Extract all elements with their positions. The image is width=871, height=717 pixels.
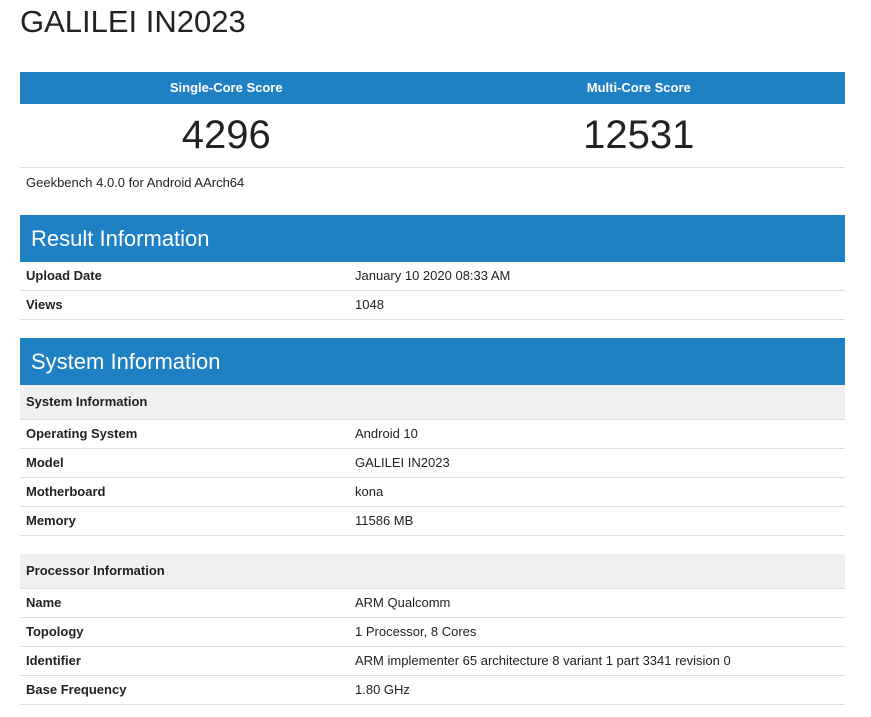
- score-label: Multi-Core Score: [586, 80, 691, 95]
- row-key: Operating System: [26, 426, 138, 441]
- info-row: Model GALILEI IN2023: [20, 449, 845, 478]
- info-row: Topology 1 Processor, 8 Cores: [20, 618, 845, 647]
- row-value: kona: [355, 484, 384, 499]
- group-title: Processor Information: [20, 554, 845, 589]
- group-title: System Information: [20, 385, 845, 420]
- row-value: ARM Qualcomm: [355, 595, 451, 610]
- sections: Result Information Upload Date January 10 …: [20, 215, 845, 705]
- row-key: Views: [26, 297, 63, 312]
- score-header: Single-Core Score Multi-Core Score: [20, 72, 845, 104]
- row-key: Name: [26, 595, 62, 610]
- group: Upload Date January 10 2020 08:33 AM Views…: [20, 262, 845, 320]
- row-key: Topology: [26, 624, 84, 639]
- section: Result Information Upload Date January 10 …: [20, 215, 845, 320]
- info-row: Operating System Android 10: [20, 420, 845, 449]
- row-key: Upload Date: [26, 268, 102, 283]
- info-row: Upload Date January 10 2020 08:33 AM: [20, 262, 845, 291]
- content: GALILEI IN2023 Single-Core Score Multi-C…: [20, 0, 845, 705]
- group: Processor Information Name ARM Qualcomm Top…: [20, 554, 845, 705]
- row-value: 1.80 GHz: [355, 682, 410, 697]
- row-key: Memory: [26, 513, 76, 528]
- score-label: Single-Core Score: [169, 80, 283, 95]
- row-value: 11586 MB: [355, 513, 414, 528]
- info-row: Base Frequency 1.80 GHz: [20, 676, 845, 705]
- row-key: Model: [26, 455, 64, 470]
- score-value: 4296: [181, 113, 271, 157]
- page-title: GALILEI IN2023: [20, 4, 246, 39]
- version: Geekbench 4.0.0 for Android AArch64: [26, 175, 245, 190]
- group: System Information Operating System Androi…: [20, 385, 845, 536]
- info-row: Motherboard kona: [20, 478, 845, 507]
- row-key: Identifier: [26, 653, 81, 668]
- row-key: Base Frequency: [26, 682, 127, 697]
- info-row: Identifier ARM implementer 65 architectur…: [20, 647, 845, 676]
- info-row: Views 1048: [20, 291, 845, 320]
- score-value: 12531: [583, 113, 695, 157]
- section: System Information System Information Oper…: [20, 338, 845, 705]
- info-row: Memory 11586 MB: [20, 507, 845, 536]
- row-key: Motherboard: [26, 484, 106, 499]
- row-value: Android 10: [355, 426, 418, 441]
- row-value: GALILEI IN2023: [355, 455, 450, 470]
- row-value: January 10 2020 08:33 AM: [355, 268, 511, 283]
- row-value: 1 Processor, 8 Cores: [355, 624, 477, 639]
- info-row: Name ARM Qualcomm: [20, 589, 845, 618]
- score-values: 4296 12531: [20, 104, 845, 168]
- row-value: 1048: [355, 297, 384, 312]
- row-value: ARM implementer 65 architecture 8 varian…: [355, 653, 731, 668]
- section-title: System Information: [20, 338, 845, 385]
- section-title: Result Information: [20, 215, 845, 262]
